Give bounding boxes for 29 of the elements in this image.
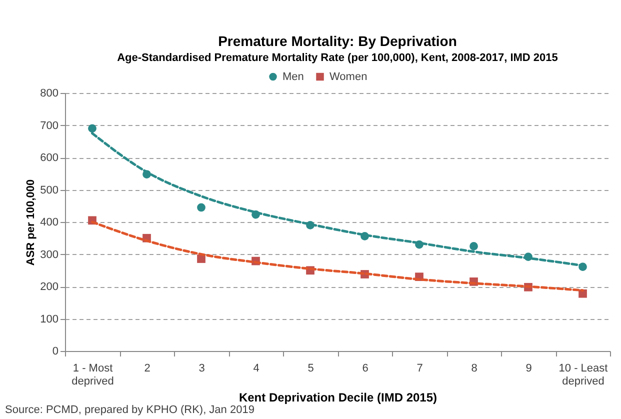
x-tick-label: 3 <box>198 362 205 374</box>
point <box>197 203 206 212</box>
y-tick-label: 500 <box>40 184 58 196</box>
y-tick-label: 300 <box>40 248 58 261</box>
y-tick-label: 600 <box>40 152 58 164</box>
y-axis-title: ASR per 100,000 <box>25 179 38 266</box>
y-tick-label: 400 <box>40 216 58 228</box>
y-tick-label: 100 <box>40 313 58 326</box>
source-note: Source: PCMD, prepared by KPHO (RK), Jan 2019 <box>5 404 254 416</box>
x-tick-label: 4 <box>253 362 260 374</box>
x-tick-label: 5 <box>308 362 314 374</box>
x-tick-label: 1 - Most deprived <box>72 362 114 388</box>
legend-label: Women <box>330 70 368 83</box>
x-tick-label: 2 <box>144 362 150 374</box>
chart-subtitle: Age-Standardised Premature Mortality Rate (per 100,000), Kent, 2008-2017, IMD 2015 <box>117 52 558 64</box>
x-tick-label: 9 <box>526 362 532 374</box>
y-tick-label: 800 <box>40 88 58 100</box>
y-tick-label: 0 <box>52 346 58 358</box>
x-tick-label: 8 <box>471 362 478 374</box>
chart-title: Premature Mortality: By Deprivation <box>218 33 457 49</box>
y-tick-label: 700 <box>40 120 58 132</box>
x-tick-label: 6 <box>362 362 368 374</box>
point <box>88 124 96 133</box>
legend-label: Men <box>282 70 304 83</box>
x-axis-title: Kent Deprivation Decile (IMD 2015) <box>238 390 438 404</box>
y-tick-label: 200 <box>40 281 58 293</box>
point <box>470 242 478 250</box>
x-tick-label: 7 <box>416 362 423 374</box>
x-tick-label: 10 - Least deprived <box>558 362 608 388</box>
